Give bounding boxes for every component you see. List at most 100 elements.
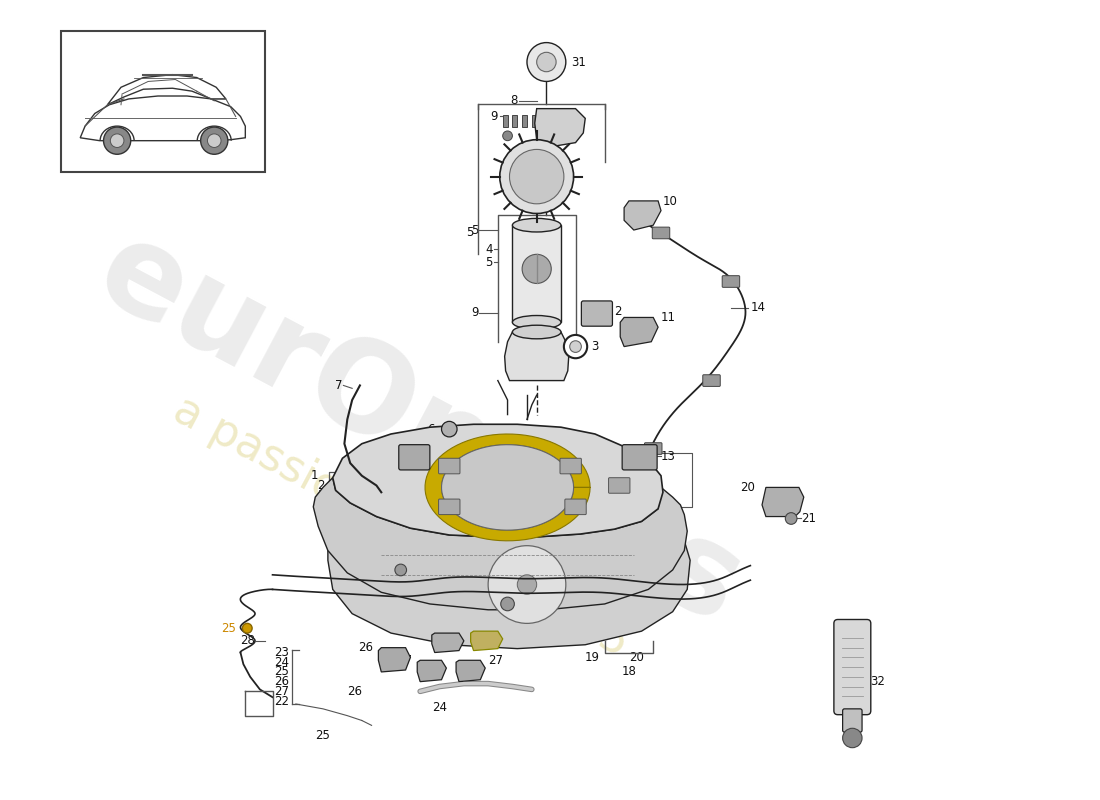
FancyBboxPatch shape — [843, 709, 862, 732]
Text: 1: 1 — [310, 470, 318, 482]
Polygon shape — [108, 74, 226, 105]
Text: 26: 26 — [348, 685, 362, 698]
FancyBboxPatch shape — [652, 227, 670, 238]
Text: 22: 22 — [274, 694, 289, 707]
Text: 11: 11 — [661, 311, 676, 324]
Text: 17: 17 — [371, 563, 386, 577]
FancyBboxPatch shape — [608, 478, 630, 494]
Polygon shape — [620, 318, 658, 346]
Text: 4: 4 — [485, 243, 493, 256]
Polygon shape — [535, 109, 585, 147]
Polygon shape — [332, 424, 663, 537]
Text: 24: 24 — [432, 701, 447, 714]
Text: 26: 26 — [274, 675, 289, 688]
FancyBboxPatch shape — [623, 445, 657, 470]
Text: 15: 15 — [352, 549, 366, 562]
Bar — [513, 115, 517, 127]
Text: 13: 13 — [661, 450, 675, 463]
Text: eurOparts: eurOparts — [78, 209, 762, 650]
Text: 28: 28 — [240, 634, 255, 647]
Circle shape — [570, 341, 582, 353]
Circle shape — [500, 597, 515, 610]
Bar — [503, 115, 507, 127]
Polygon shape — [513, 225, 561, 322]
Text: 9: 9 — [471, 306, 478, 319]
Text: 16: 16 — [517, 604, 532, 618]
Circle shape — [499, 140, 573, 214]
Text: 30: 30 — [506, 622, 520, 634]
Text: 8: 8 — [510, 94, 517, 107]
Circle shape — [564, 335, 587, 358]
FancyBboxPatch shape — [645, 442, 662, 454]
FancyBboxPatch shape — [834, 619, 871, 714]
Polygon shape — [762, 487, 804, 517]
Circle shape — [395, 564, 407, 576]
Text: 3: 3 — [591, 340, 598, 353]
Text: 7: 7 — [334, 379, 342, 392]
Bar — [60, 31, 265, 172]
Polygon shape — [378, 648, 410, 672]
Circle shape — [537, 52, 557, 72]
Polygon shape — [314, 478, 688, 610]
Text: 21: 21 — [801, 512, 816, 525]
Polygon shape — [505, 332, 569, 381]
FancyBboxPatch shape — [565, 499, 586, 514]
Text: 26: 26 — [359, 641, 374, 654]
Circle shape — [509, 150, 564, 204]
Text: 27: 27 — [397, 654, 412, 666]
Circle shape — [441, 422, 456, 437]
Text: 5: 5 — [466, 226, 474, 239]
Polygon shape — [417, 660, 447, 682]
Text: 27: 27 — [274, 685, 289, 698]
Text: 20: 20 — [740, 481, 756, 494]
Polygon shape — [328, 524, 690, 649]
Text: 31: 31 — [571, 55, 585, 69]
Text: 25: 25 — [316, 729, 330, 742]
Circle shape — [488, 546, 565, 623]
Circle shape — [785, 513, 798, 524]
FancyBboxPatch shape — [723, 276, 739, 287]
FancyBboxPatch shape — [703, 374, 720, 386]
Text: 25: 25 — [274, 666, 289, 678]
Polygon shape — [624, 201, 661, 230]
Text: 10: 10 — [663, 195, 678, 208]
Circle shape — [522, 254, 551, 283]
Circle shape — [503, 131, 513, 141]
Text: 18: 18 — [621, 665, 637, 678]
Text: 27: 27 — [488, 654, 503, 666]
Ellipse shape — [513, 326, 561, 339]
Text: 32: 32 — [870, 675, 884, 688]
FancyBboxPatch shape — [439, 458, 460, 474]
Polygon shape — [471, 631, 503, 650]
Ellipse shape — [513, 218, 561, 232]
FancyBboxPatch shape — [439, 499, 460, 514]
Text: 5: 5 — [471, 223, 478, 237]
FancyBboxPatch shape — [560, 458, 582, 474]
Text: 24: 24 — [274, 656, 289, 669]
Polygon shape — [425, 434, 590, 541]
Circle shape — [843, 728, 862, 748]
Polygon shape — [432, 633, 464, 653]
Text: 20: 20 — [629, 651, 644, 664]
Polygon shape — [456, 660, 485, 682]
Bar — [531, 115, 537, 127]
Text: a passion... since 1985: a passion... since 1985 — [166, 388, 636, 665]
Circle shape — [208, 134, 221, 147]
Text: 5: 5 — [485, 255, 493, 269]
Text: 2: 2 — [615, 305, 622, 318]
Circle shape — [242, 623, 252, 633]
Text: 2: 2 — [318, 479, 324, 492]
Text: 25: 25 — [221, 622, 235, 634]
Circle shape — [517, 575, 537, 594]
Polygon shape — [441, 445, 573, 530]
Text: 9: 9 — [491, 110, 498, 123]
Circle shape — [527, 42, 565, 82]
FancyBboxPatch shape — [582, 301, 613, 326]
Circle shape — [110, 134, 124, 147]
Ellipse shape — [513, 315, 561, 329]
Text: 19: 19 — [585, 651, 600, 664]
Text: 3: 3 — [318, 489, 324, 502]
Bar — [522, 115, 527, 127]
FancyBboxPatch shape — [399, 445, 430, 470]
Circle shape — [200, 127, 228, 154]
